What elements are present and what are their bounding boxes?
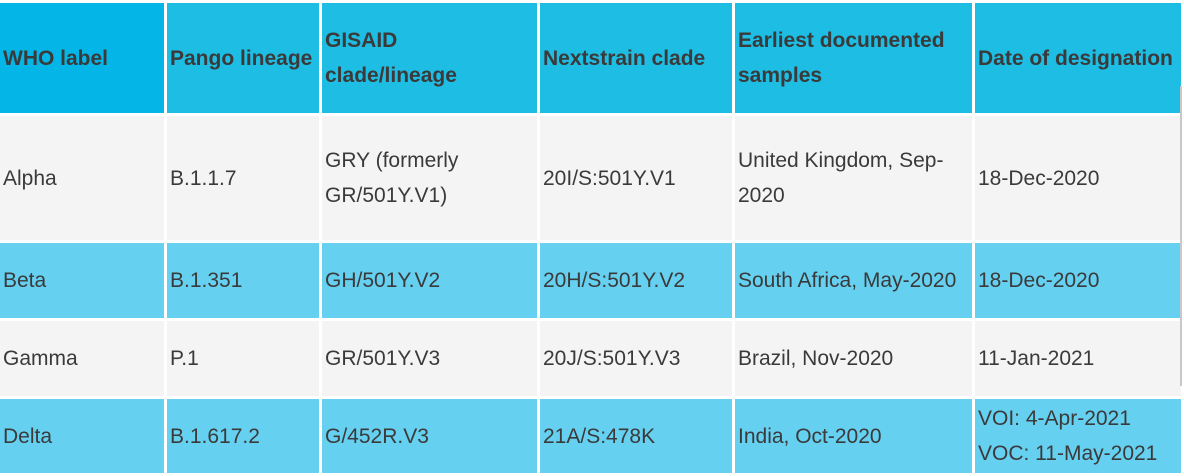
scrollbar[interactable] (1180, 86, 1182, 386)
cell-date: 11-Jan-2021 (975, 321, 1181, 396)
header-earliest-samples: Earliest documented samples (735, 3, 972, 113)
cell-nextstrain: 20I/S:501Y.V1 (540, 116, 732, 240)
cell-date: 18-Dec-2020 (975, 116, 1181, 240)
table-row: Gamma P.1 GR/501Y.V3 20J/S:501Y.V3 Brazi… (0, 321, 1181, 396)
cell-pango: P.1 (167, 321, 319, 396)
cell-who: Gamma (0, 321, 164, 396)
cell-date: 18-Dec-2020 (975, 243, 1181, 318)
cell-nextstrain: 21A/S:478K (540, 399, 732, 473)
header-row: WHO label Pango lineage GISAID clade/lin… (0, 3, 1181, 113)
cell-pango: B.1.617.2 (167, 399, 319, 473)
cell-date: VOI: 4-Apr-2021 VOC: 11-May-2021 (975, 399, 1181, 473)
cell-who: Delta (0, 399, 164, 473)
table-row: Delta B.1.617.2 G/452R.V3 21A/S:478K Ind… (0, 399, 1181, 473)
cell-earliest: Brazil, Nov-2020 (735, 321, 972, 396)
table-row: Beta B.1.351 GH/501Y.V2 20H/S:501Y.V2 So… (0, 243, 1181, 318)
cell-pango: B.1.351 (167, 243, 319, 318)
cell-pango: B.1.1.7 (167, 116, 319, 240)
header-gisaid-clade: GISAID clade/lineage (322, 3, 537, 113)
cell-gisaid: GR/501Y.V3 (322, 321, 537, 396)
header-who-label: WHO label (0, 3, 164, 113)
header-date-designation: Date of designation (975, 3, 1181, 113)
cell-nextstrain: 20J/S:501Y.V3 (540, 321, 732, 396)
table-row: Alpha B.1.1.7 GRY (formerly GR/501Y.V1) … (0, 116, 1181, 240)
cell-gisaid: GH/501Y.V2 (322, 243, 537, 318)
cell-earliest: India, Oct-2020 (735, 399, 972, 473)
cell-gisaid: G/452R.V3 (322, 399, 537, 473)
header-pango-lineage: Pango lineage (167, 3, 319, 113)
cell-nextstrain: 20H/S:501Y.V2 (540, 243, 732, 318)
header-nextstrain-clade: Nextstrain clade (540, 3, 732, 113)
cell-who: Beta (0, 243, 164, 318)
cell-earliest: South Africa, May-2020 (735, 243, 972, 318)
cell-gisaid: GRY (formerly GR/501Y.V1) (322, 116, 537, 240)
cell-earliest: United Kingdom, Sep-2020 (735, 116, 972, 240)
cell-who: Alpha (0, 116, 164, 240)
